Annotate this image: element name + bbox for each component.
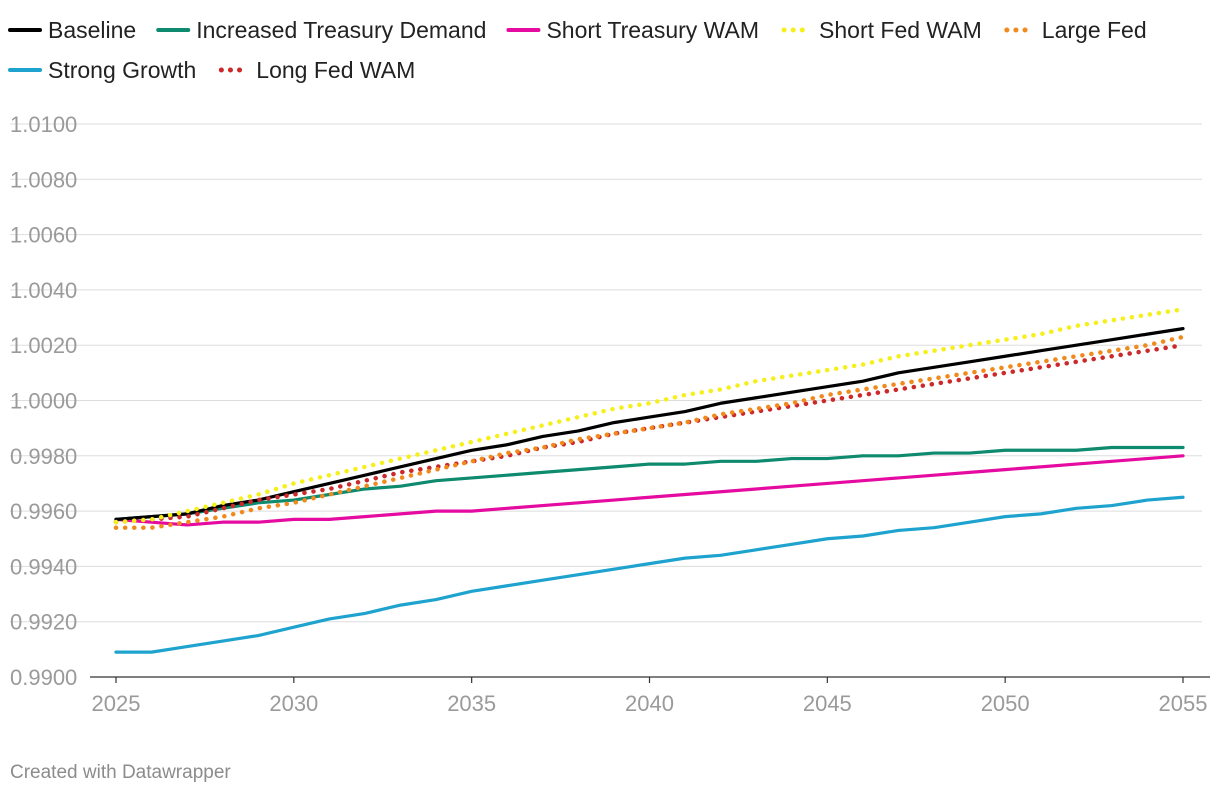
x-tick-label: 2050 (981, 691, 1030, 716)
legend-item: Increased Treasury Demand (156, 17, 486, 43)
legend-label: Baseline (48, 17, 136, 43)
legend-label: Increased Treasury Demand (196, 17, 486, 43)
legend: Baseline Increased Treasury Demand Short T… (8, 17, 1147, 83)
y-tick-label: 0.9980 (10, 444, 77, 469)
legend-label: Long Fed WAM (256, 57, 415, 83)
legend-item: Large Fed (1004, 17, 1147, 43)
series-lines (113, 307, 1186, 654)
legend-item: Short Treasury WAM (506, 17, 759, 43)
y-tick-label: 1.0000 (10, 389, 77, 414)
x-tick-label: 2045 (803, 691, 852, 716)
y-tick-label: 1.0040 (10, 278, 77, 303)
y-tick-label: 1.0080 (10, 167, 77, 192)
y-tick-label: 0.9960 (10, 499, 77, 524)
legend-item: Strong Growth (8, 57, 196, 83)
legend-item: Baseline (8, 17, 136, 43)
x-tick-label: 2030 (269, 691, 318, 716)
legend-label: Short Fed WAM (819, 17, 982, 43)
series-line-baseline (114, 327, 1185, 521)
series-line-long-fed-wam (113, 342, 1186, 525)
legend-label: Large Fed (1042, 17, 1147, 43)
legend-label: Short Treasury WAM (546, 17, 759, 43)
gridlines (10, 123, 1202, 623)
x-tick-label: 2025 (92, 691, 141, 716)
y-tick-label: 1.0020 (10, 333, 77, 358)
y-tick-label: 0.9900 (10, 665, 77, 690)
series-line-short-fed-wam (113, 307, 1186, 525)
x-tick-label: 2035 (447, 691, 496, 716)
series-line-increased-treasury-demand (114, 445, 1185, 521)
series-line-short-treasury-wam (114, 454, 1185, 527)
series-line-large-fed (113, 334, 1186, 530)
x-tick-label: 2055 (1159, 691, 1208, 716)
legend-item: Long Fed WAM (218, 57, 415, 83)
y-tick-label: 1.0060 (10, 223, 77, 248)
y-tick-label: 1.0100 (10, 112, 77, 137)
x-axis-tick-labels: 2025 2030 2035 2040 2045 2050 2055 (92, 677, 1208, 716)
x-tick-label: 2040 (625, 691, 674, 716)
credit-text: Created with Datawrapper (10, 762, 231, 783)
y-axis-tick-labels: 0.9900 0.9920 0.9940 0.9960 0.9980 1.0000 1.00… (10, 112, 77, 690)
y-tick-label: 0.9940 (10, 554, 77, 579)
legend-item: Short Fed WAM (781, 17, 982, 43)
series-line-strong-growth (114, 495, 1185, 654)
y-tick-label: 0.9920 (10, 610, 77, 635)
legend-label: Strong Growth (48, 57, 196, 83)
